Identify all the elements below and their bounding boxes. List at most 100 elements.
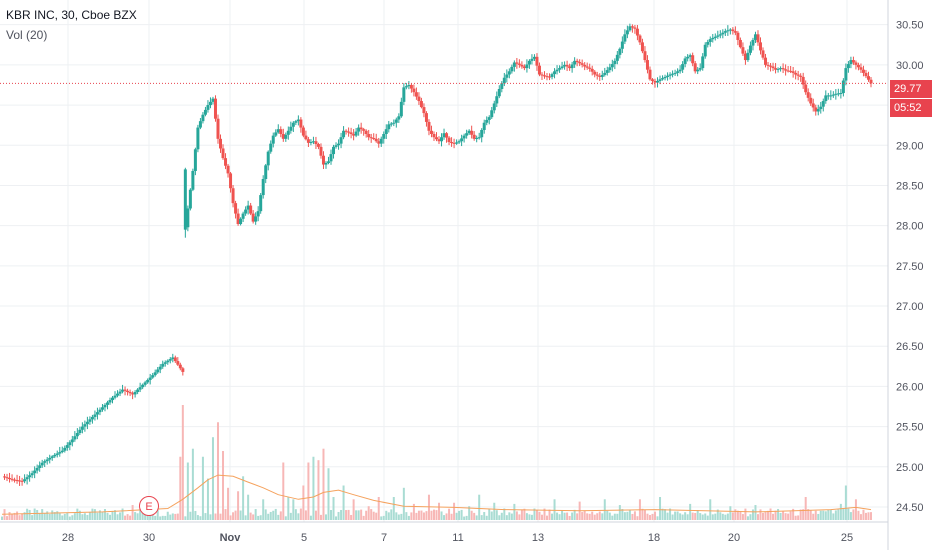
volume-bar xyxy=(764,511,767,520)
earnings-marker-icon[interactable]: E xyxy=(139,496,159,516)
volume-bar xyxy=(11,513,14,520)
volume-bar xyxy=(525,513,528,520)
volume-bar xyxy=(21,513,24,520)
volume-bar xyxy=(179,456,182,520)
candle xyxy=(344,130,348,132)
volume-bar xyxy=(566,512,569,520)
candle xyxy=(304,135,308,140)
volume-bar xyxy=(141,512,144,520)
candle xyxy=(158,366,162,370)
candle xyxy=(236,213,240,225)
volume-bar xyxy=(289,512,292,520)
volume-bar xyxy=(267,513,270,520)
volume-bar xyxy=(465,515,468,520)
candle xyxy=(708,39,712,42)
volume-bar xyxy=(628,510,631,520)
candle xyxy=(188,189,192,209)
volume-bar xyxy=(696,509,699,520)
symbol-legend[interactable]: KBR INC, 30, Cboe BZX xyxy=(6,8,137,22)
candle xyxy=(25,477,29,480)
volume-ma-line xyxy=(1,474,872,515)
candle xyxy=(113,395,117,398)
candle xyxy=(314,141,318,145)
volume-bar xyxy=(782,511,785,520)
candle xyxy=(8,478,12,480)
volume-bar xyxy=(440,511,443,520)
volume-bar xyxy=(774,510,777,520)
volume-bar xyxy=(654,511,657,520)
candle xyxy=(30,473,34,476)
volume-bar xyxy=(412,503,415,520)
candle xyxy=(196,127,200,150)
volume-bar xyxy=(119,512,122,520)
volume-bar xyxy=(232,512,235,520)
volume-bar xyxy=(365,510,368,520)
volume-bar xyxy=(146,514,149,520)
volume-bar xyxy=(169,514,172,520)
candle xyxy=(794,72,798,75)
y-tick-label: 28.00 xyxy=(896,221,924,233)
candle xyxy=(116,393,120,396)
candle xyxy=(819,106,823,110)
volume-bar xyxy=(111,510,114,520)
y-tick-label: 24.50 xyxy=(896,502,924,514)
candle xyxy=(216,118,220,139)
volume-bar xyxy=(864,512,867,520)
volume-bar xyxy=(792,508,795,520)
y-tick-label: 27.00 xyxy=(896,301,924,313)
volume-bar xyxy=(277,514,280,520)
candle xyxy=(575,60,579,63)
candle xyxy=(299,119,303,128)
volume-bar xyxy=(870,512,872,520)
volume-bar xyxy=(844,485,847,520)
candle xyxy=(764,57,768,65)
candle xyxy=(354,131,358,136)
volume-bar xyxy=(201,456,204,520)
volume-legend[interactable]: Vol (20) xyxy=(6,28,48,42)
y-tick-label: 25.50 xyxy=(896,422,924,434)
volume-bar xyxy=(211,437,214,520)
candle xyxy=(306,139,310,143)
volume-bar xyxy=(327,468,330,520)
volume-bar xyxy=(603,499,606,520)
candle xyxy=(713,36,717,38)
volume-bar xyxy=(593,514,596,520)
volume-bar xyxy=(623,512,626,520)
volume-bar xyxy=(751,509,754,520)
candle xyxy=(728,29,732,31)
candle xyxy=(824,95,828,102)
volume-bar xyxy=(357,510,360,520)
volume-bar xyxy=(96,512,99,520)
candle xyxy=(711,37,715,40)
volume-bar xyxy=(136,513,139,520)
candle xyxy=(75,433,79,437)
candle xyxy=(846,64,850,69)
x-tick-label: 7 xyxy=(381,532,387,544)
volume-bar xyxy=(510,513,513,520)
candle xyxy=(208,101,212,106)
candle xyxy=(784,69,788,71)
candle xyxy=(246,205,250,210)
volume-bar xyxy=(596,513,599,520)
candle xyxy=(527,60,531,65)
candle xyxy=(171,357,175,360)
volume-bar xyxy=(488,508,491,520)
candle xyxy=(256,211,260,217)
volume-bar xyxy=(166,511,169,520)
candle xyxy=(560,66,564,69)
volume-bar xyxy=(56,511,59,520)
volume-bar xyxy=(485,515,488,520)
candle xyxy=(507,71,511,75)
volume-bar xyxy=(134,512,137,520)
candle xyxy=(555,69,559,72)
volume-bar xyxy=(86,514,89,520)
volume-bar xyxy=(721,513,724,520)
volume-bar xyxy=(586,513,589,520)
volume-bar xyxy=(425,511,428,520)
volume-bar xyxy=(272,510,275,520)
candle xyxy=(693,63,697,72)
volume-bar xyxy=(415,512,418,520)
candle xyxy=(414,92,418,97)
